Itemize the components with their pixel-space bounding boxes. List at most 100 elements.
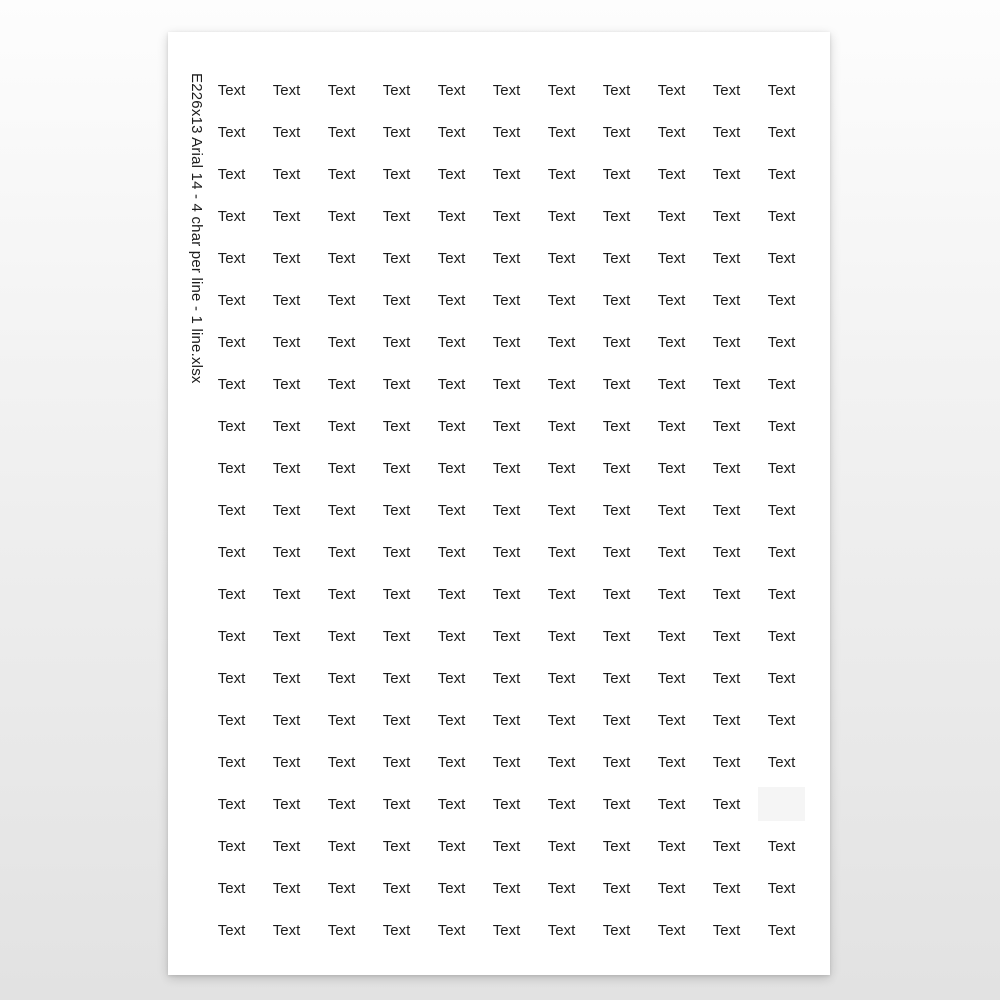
grid-cell: Text bbox=[424, 825, 479, 867]
grid-cell: Text bbox=[369, 909, 424, 951]
grid-cell: Text bbox=[314, 657, 369, 699]
grid-cell-text: Text bbox=[382, 249, 411, 267]
empty-cell-placeholder bbox=[758, 787, 805, 821]
grid-cell: Text bbox=[534, 573, 589, 615]
grid-cell-text: Text bbox=[492, 375, 521, 393]
grid-cell-text: Text bbox=[547, 879, 576, 897]
grid-cell: Text bbox=[534, 657, 589, 699]
grid-cell-text: Text bbox=[272, 711, 301, 729]
grid-cell: Text bbox=[754, 825, 809, 867]
grid-cell-text: Text bbox=[382, 669, 411, 687]
grid-cell-text: Text bbox=[382, 375, 411, 393]
grid-cell-text: Text bbox=[272, 837, 301, 855]
grid-cell-text: Text bbox=[492, 333, 521, 351]
grid-cell: Text bbox=[754, 153, 809, 195]
grid-cell-text: Text bbox=[437, 669, 466, 687]
grid-cell: Text bbox=[699, 405, 754, 447]
grid-cell-text: Text bbox=[602, 837, 631, 855]
grid-cell-text: Text bbox=[327, 753, 356, 771]
grid-cell-text: Text bbox=[437, 333, 466, 351]
grid-cell-text: Text bbox=[217, 879, 246, 897]
grid-cell: Text bbox=[369, 237, 424, 279]
grid-cell-text: Text bbox=[382, 879, 411, 897]
grid-cell: Text bbox=[479, 867, 534, 909]
grid-cell: Text bbox=[424, 867, 479, 909]
grid-cell: Text bbox=[699, 237, 754, 279]
grid-cell: Text bbox=[259, 699, 314, 741]
grid-cell: Text bbox=[644, 153, 699, 195]
grid-cell-text: Text bbox=[437, 921, 466, 939]
grid-cell: Text bbox=[259, 615, 314, 657]
grid-cell: Text bbox=[369, 657, 424, 699]
grid-cell: Text bbox=[534, 783, 589, 825]
grid-cell: Text bbox=[204, 237, 259, 279]
grid-cell: Text bbox=[479, 573, 534, 615]
grid-cell-text: Text bbox=[767, 249, 796, 267]
grid-cell-text: Text bbox=[767, 837, 796, 855]
grid-cell-text: Text bbox=[272, 585, 301, 603]
grid-cell: Text bbox=[534, 153, 589, 195]
grid-cell: Text bbox=[259, 657, 314, 699]
grid-cell-text: Text bbox=[712, 165, 741, 183]
grid-cell: Text bbox=[314, 825, 369, 867]
grid-cell-text: Text bbox=[272, 501, 301, 519]
grid-cell: Text bbox=[314, 363, 369, 405]
grid-cell: Text bbox=[314, 279, 369, 321]
grid-cell: Text bbox=[589, 195, 644, 237]
grid-cell: Text bbox=[369, 615, 424, 657]
grid-cell-text: Text bbox=[657, 879, 686, 897]
filename-vertical-label: E226x13 Arial 14 - 4 char per line - 1 l… bbox=[188, 73, 205, 384]
grid-cell-text: Text bbox=[767, 585, 796, 603]
text-grid: Text Text Text Text Text Text Text Text Text Text… bbox=[204, 69, 809, 951]
grid-cell-text: Text bbox=[712, 669, 741, 687]
grid-cell-text: Text bbox=[492, 249, 521, 267]
grid-cell-text: Text bbox=[492, 795, 521, 813]
grid-cell: Text bbox=[369, 741, 424, 783]
grid-cell: Text bbox=[589, 447, 644, 489]
grid-cell: Text bbox=[644, 867, 699, 909]
grid-cell-text: Text bbox=[767, 501, 796, 519]
grid-cell-text: Text bbox=[217, 333, 246, 351]
grid-cell: Text bbox=[699, 69, 754, 111]
grid-cell-text: Text bbox=[327, 879, 356, 897]
grid-cell: Text bbox=[589, 69, 644, 111]
grid-cell: Text bbox=[424, 237, 479, 279]
grid-cell-text: Text bbox=[437, 417, 466, 435]
grid-cell: Text bbox=[259, 447, 314, 489]
grid-cell: Text bbox=[424, 69, 479, 111]
grid-cell: Text bbox=[259, 531, 314, 573]
grid-cell-text: Text bbox=[547, 123, 576, 141]
grid-cell-text: Text bbox=[492, 207, 521, 225]
grid-cell: Text bbox=[424, 321, 479, 363]
grid-cell-text: Text bbox=[712, 795, 741, 813]
grid-cell: Text bbox=[424, 741, 479, 783]
grid-cell-text: Text bbox=[657, 123, 686, 141]
grid-cell: Text bbox=[754, 321, 809, 363]
grid-cell-text: Text bbox=[382, 459, 411, 477]
grid-cell-text: Text bbox=[712, 81, 741, 99]
grid-cell-text: Text bbox=[272, 333, 301, 351]
grid-cell: Text bbox=[204, 657, 259, 699]
grid-cell: Text bbox=[424, 195, 479, 237]
grid-cell: Text bbox=[369, 825, 424, 867]
grid-cell-text: Text bbox=[382, 795, 411, 813]
grid-cell: Text bbox=[259, 741, 314, 783]
grid-cell-text: Text bbox=[712, 123, 741, 141]
grid-cell-text: Text bbox=[327, 459, 356, 477]
grid-cell-text: Text bbox=[382, 501, 411, 519]
grid-cell: Text bbox=[204, 195, 259, 237]
grid-cell-text: Text bbox=[437, 837, 466, 855]
grid-cell: Text bbox=[644, 615, 699, 657]
grid-cell: Text bbox=[534, 699, 589, 741]
grid-cell-text: Text bbox=[327, 291, 356, 309]
grid-cell: Text bbox=[369, 69, 424, 111]
grid-cell-text: Text bbox=[657, 669, 686, 687]
grid-cell: Text bbox=[204, 825, 259, 867]
grid-cell-text: Text bbox=[602, 669, 631, 687]
grid-cell: Text bbox=[589, 657, 644, 699]
grid-cell-text: Text bbox=[547, 375, 576, 393]
grid-cell-text: Text bbox=[657, 333, 686, 351]
grid-cell: Text bbox=[369, 699, 424, 741]
grid-cell: Text bbox=[479, 531, 534, 573]
grid-cell-text: Text bbox=[492, 711, 521, 729]
